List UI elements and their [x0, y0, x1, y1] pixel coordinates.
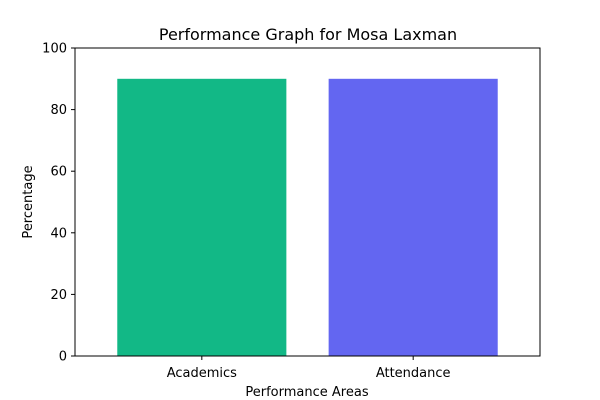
y-axis-label: Percentage: [21, 165, 36, 238]
chart-title: Performance Graph for Mosa Laxman: [159, 25, 457, 44]
y-tick-label: 0: [59, 350, 67, 365]
x-axis-ticks: Academics Attendance: [167, 356, 451, 381]
bars-group: [117, 78, 498, 357]
y-tick-label: 80: [50, 103, 67, 118]
y-tick-label: 100: [42, 42, 67, 57]
y-tick-label: 40: [50, 226, 67, 241]
plot-frame: [74, 47, 541, 357]
x-tick-label: Attendance: [376, 366, 451, 381]
bar-academics: [117, 78, 287, 357]
y-tick-label: 60: [50, 165, 67, 180]
x-tick-label: Academics: [167, 366, 237, 381]
y-tick-label: 20: [50, 288, 67, 303]
bar-attendance: [328, 78, 498, 357]
y-axis-ticks: 0 20 40 60 80 100: [42, 42, 75, 365]
x-axis-label: Performance Areas: [245, 385, 368, 400]
